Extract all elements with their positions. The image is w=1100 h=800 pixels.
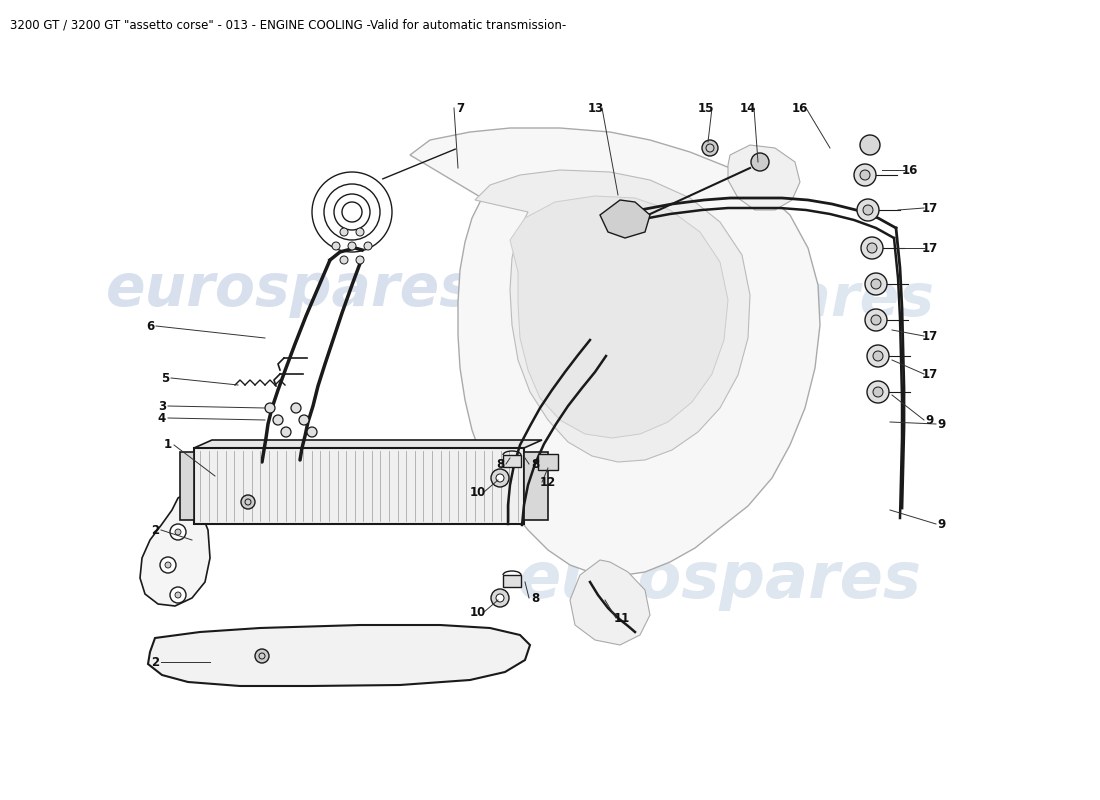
Circle shape: [854, 164, 876, 186]
Text: 17: 17: [922, 242, 938, 254]
Circle shape: [241, 495, 255, 509]
Text: 14: 14: [740, 102, 756, 114]
Text: eurospares: eurospares: [106, 262, 474, 318]
Polygon shape: [148, 625, 530, 686]
Circle shape: [356, 256, 364, 264]
Circle shape: [751, 153, 769, 171]
Text: 8: 8: [496, 458, 504, 470]
Circle shape: [491, 589, 509, 607]
Text: 2: 2: [151, 523, 160, 537]
Circle shape: [491, 469, 509, 487]
Circle shape: [175, 592, 182, 598]
Circle shape: [160, 557, 176, 573]
Circle shape: [356, 228, 364, 236]
Bar: [538, 454, 558, 470]
Text: 10: 10: [470, 606, 486, 618]
Circle shape: [860, 135, 880, 155]
Circle shape: [165, 562, 170, 568]
Text: 9: 9: [938, 518, 946, 530]
Circle shape: [867, 243, 877, 253]
Circle shape: [175, 529, 182, 535]
Circle shape: [864, 205, 873, 215]
Text: eurospares: eurospares: [565, 271, 935, 329]
Bar: [524, 452, 548, 520]
Circle shape: [861, 237, 883, 259]
Text: 17: 17: [922, 202, 938, 214]
Text: 6: 6: [146, 319, 154, 333]
Circle shape: [860, 170, 870, 180]
Text: 11: 11: [614, 611, 630, 625]
Circle shape: [170, 524, 186, 540]
Text: 3200 GT / 3200 GT "assetto corse" - 013 - ENGINE COOLING -Valid for automatic tr: 3200 GT / 3200 GT "assetto corse" - 013 …: [10, 18, 566, 31]
Circle shape: [348, 242, 356, 250]
Circle shape: [340, 256, 348, 264]
Polygon shape: [194, 440, 542, 448]
Text: 1: 1: [164, 438, 172, 451]
Text: 13: 13: [587, 102, 604, 114]
Text: 9: 9: [938, 418, 946, 430]
Bar: [503, 575, 521, 587]
Circle shape: [273, 415, 283, 425]
Bar: [194, 448, 524, 524]
Circle shape: [292, 403, 301, 413]
Polygon shape: [728, 145, 800, 210]
Text: 9: 9: [926, 414, 934, 426]
Polygon shape: [140, 494, 210, 606]
Text: 5: 5: [161, 371, 169, 385]
Text: 4: 4: [158, 411, 166, 425]
Circle shape: [873, 387, 883, 397]
Circle shape: [873, 351, 883, 361]
Polygon shape: [510, 196, 728, 438]
Bar: [503, 455, 521, 467]
Circle shape: [865, 273, 887, 295]
Polygon shape: [600, 200, 650, 238]
Text: 8: 8: [531, 458, 539, 470]
Polygon shape: [570, 560, 650, 645]
Text: 16: 16: [792, 102, 808, 114]
Text: 7: 7: [455, 102, 464, 114]
Circle shape: [280, 427, 292, 437]
Circle shape: [871, 279, 881, 289]
Circle shape: [496, 594, 504, 602]
Circle shape: [265, 403, 275, 413]
Circle shape: [340, 228, 348, 236]
Text: 17: 17: [922, 330, 938, 342]
Text: 3: 3: [158, 399, 166, 413]
Circle shape: [332, 242, 340, 250]
Text: 12: 12: [540, 475, 557, 489]
Circle shape: [496, 474, 504, 482]
Circle shape: [702, 140, 718, 156]
Text: 2: 2: [151, 655, 160, 669]
Circle shape: [299, 415, 309, 425]
Circle shape: [255, 649, 270, 663]
Circle shape: [867, 381, 889, 403]
Text: 10: 10: [470, 486, 486, 498]
Text: 8: 8: [531, 591, 539, 605]
Polygon shape: [410, 128, 820, 576]
Text: eurospares: eurospares: [518, 549, 922, 611]
Circle shape: [364, 242, 372, 250]
Circle shape: [871, 315, 881, 325]
Circle shape: [307, 427, 317, 437]
Circle shape: [865, 309, 887, 331]
Bar: [180, 452, 194, 520]
Circle shape: [867, 345, 889, 367]
Text: 17: 17: [922, 367, 938, 381]
Text: 15: 15: [697, 102, 714, 114]
Polygon shape: [475, 170, 750, 462]
Circle shape: [170, 587, 186, 603]
Text: 16: 16: [902, 163, 918, 177]
Circle shape: [857, 199, 879, 221]
